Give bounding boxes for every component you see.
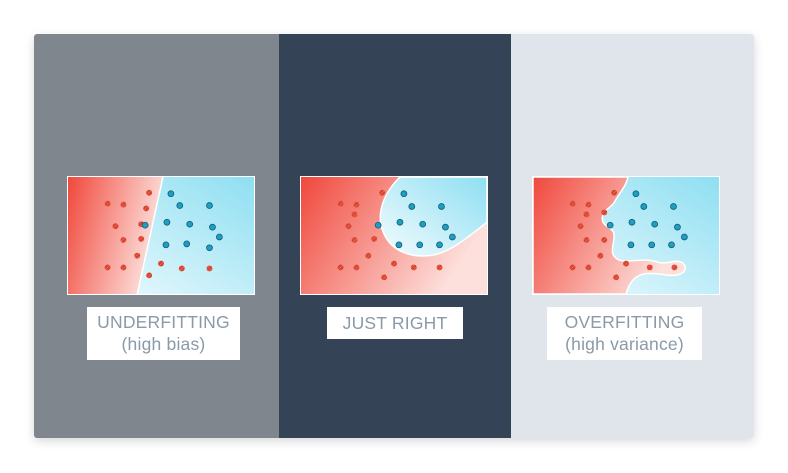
red-points <box>569 189 678 281</box>
just-right-panel: JUST RIGHT <box>279 34 511 438</box>
just-right-decision-boundary <box>301 177 487 294</box>
overfitting-label: OVERFITTING (high variance) <box>547 307 702 360</box>
underfitting-label: UNDERFITTING (high bias) <box>87 307 240 360</box>
underfitting-title: UNDERFITTING <box>97 312 230 332</box>
just-right-label: JUST RIGHT <box>327 307 463 339</box>
blue-region <box>379 177 487 257</box>
underfitting-panel: UNDERFITTING (high bias) <box>34 34 279 438</box>
just-right-plot <box>300 176 488 295</box>
boundary-line <box>136 177 164 294</box>
blue-points <box>141 190 223 252</box>
model-fit-comparison: UNDERFITTING (high bias) <box>34 34 754 438</box>
red-points <box>337 189 443 281</box>
just-right-title: JUST RIGHT <box>342 313 448 333</box>
overfitting-subtitle: (high variance) <box>565 334 684 354</box>
blue-points <box>374 190 456 249</box>
red-points <box>104 189 213 279</box>
red-region <box>68 177 163 294</box>
overfitting-plot <box>532 176 720 295</box>
red-region <box>533 177 687 294</box>
blue-points <box>606 190 688 249</box>
overfitting-decision-boundary <box>533 177 719 294</box>
overfitting-panel: OVERFITTING (high variance) <box>511 34 754 438</box>
underfitting-subtitle: (high bias) <box>121 334 206 354</box>
underfitting-plot <box>67 176 255 295</box>
overfitting-title: OVERFITTING <box>564 312 685 332</box>
underfitting-decision-boundary <box>68 177 254 294</box>
